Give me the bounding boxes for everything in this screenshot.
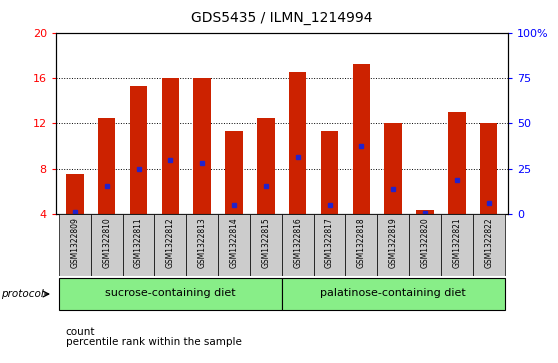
Text: sucrose-containing diet: sucrose-containing diet bbox=[105, 288, 235, 298]
Bar bbox=[91, 214, 123, 276]
Bar bbox=[384, 123, 402, 214]
Bar bbox=[480, 123, 497, 214]
Bar bbox=[314, 214, 345, 276]
Text: GSM1322815: GSM1322815 bbox=[261, 217, 271, 268]
Text: count: count bbox=[66, 327, 95, 337]
Bar bbox=[66, 175, 84, 214]
Bar bbox=[59, 278, 282, 310]
Text: GSM1322809: GSM1322809 bbox=[70, 217, 79, 268]
Text: palatinose-containing diet: palatinose-containing diet bbox=[320, 288, 466, 298]
Bar bbox=[162, 78, 179, 214]
Bar bbox=[123, 214, 155, 276]
Bar bbox=[225, 131, 243, 214]
Bar bbox=[130, 86, 147, 214]
Bar bbox=[416, 210, 434, 214]
Bar bbox=[289, 72, 306, 214]
Bar bbox=[186, 214, 218, 276]
Text: GSM1322820: GSM1322820 bbox=[421, 217, 430, 268]
Bar bbox=[155, 214, 186, 276]
Text: GSM1322811: GSM1322811 bbox=[134, 217, 143, 268]
Bar bbox=[473, 214, 504, 276]
Bar bbox=[59, 214, 91, 276]
Bar bbox=[218, 214, 250, 276]
Text: GSM1322819: GSM1322819 bbox=[389, 217, 398, 268]
Bar bbox=[377, 214, 409, 276]
Bar bbox=[98, 118, 116, 214]
Bar bbox=[345, 214, 377, 276]
Text: GSM1322812: GSM1322812 bbox=[166, 217, 175, 268]
Text: GDS5435 / ILMN_1214994: GDS5435 / ILMN_1214994 bbox=[191, 11, 373, 25]
Text: percentile rank within the sample: percentile rank within the sample bbox=[66, 337, 242, 347]
Bar bbox=[321, 131, 338, 214]
Text: GSM1322816: GSM1322816 bbox=[293, 217, 302, 268]
Text: GSM1322817: GSM1322817 bbox=[325, 217, 334, 268]
Bar bbox=[282, 214, 314, 276]
Bar bbox=[194, 78, 211, 214]
Text: GSM1322818: GSM1322818 bbox=[357, 217, 366, 268]
Bar bbox=[257, 118, 275, 214]
Text: protocol: protocol bbox=[1, 289, 44, 299]
Text: GSM1322810: GSM1322810 bbox=[102, 217, 111, 268]
Text: GSM1322821: GSM1322821 bbox=[453, 217, 461, 268]
Bar bbox=[448, 112, 465, 214]
Bar bbox=[353, 65, 370, 214]
Text: GSM1322814: GSM1322814 bbox=[229, 217, 239, 268]
Bar bbox=[441, 214, 473, 276]
Bar bbox=[409, 214, 441, 276]
Bar bbox=[282, 278, 504, 310]
Text: GSM1322813: GSM1322813 bbox=[198, 217, 206, 268]
Text: GSM1322822: GSM1322822 bbox=[484, 217, 493, 268]
Bar bbox=[250, 214, 282, 276]
